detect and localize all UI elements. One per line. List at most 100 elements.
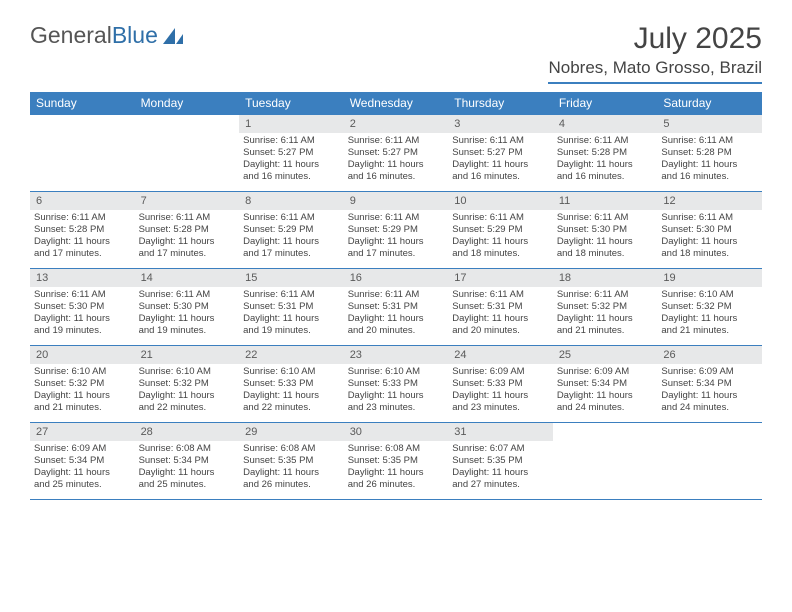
logo-text-blue: Blue — [112, 22, 158, 49]
day-number: 5 — [657, 115, 762, 133]
calendar-cell: 5Sunrise: 6:11 AMSunset: 5:28 PMDaylight… — [657, 115, 762, 192]
day-number: 26 — [657, 346, 762, 364]
calendar-cell: 26Sunrise: 6:09 AMSunset: 5:34 PMDayligh… — [657, 346, 762, 423]
calendar-cell: 30Sunrise: 6:08 AMSunset: 5:35 PMDayligh… — [344, 423, 449, 500]
calendar-cell: 17Sunrise: 6:11 AMSunset: 5:31 PMDayligh… — [448, 269, 553, 346]
logo: GeneralBlue — [30, 22, 185, 49]
calendar-table: SundayMondayTuesdayWednesdayThursdayFrid… — [30, 92, 762, 500]
calendar-week-row: 13Sunrise: 6:11 AMSunset: 5:30 PMDayligh… — [30, 269, 762, 346]
day-number: 20 — [30, 346, 135, 364]
day-number: 28 — [135, 423, 240, 441]
day-details: Sunrise: 6:10 AMSunset: 5:32 PMDaylight:… — [135, 364, 240, 422]
calendar-cell: 25Sunrise: 6:09 AMSunset: 5:34 PMDayligh… — [553, 346, 658, 423]
day-number: 9 — [344, 192, 449, 210]
day-details: Sunrise: 6:09 AMSunset: 5:33 PMDaylight:… — [448, 364, 553, 422]
day-number: 22 — [239, 346, 344, 364]
day-details: Sunrise: 6:11 AMSunset: 5:28 PMDaylight:… — [553, 133, 658, 191]
month-title: July 2025 — [548, 22, 762, 56]
logo-text-general: General — [30, 22, 112, 49]
calendar-head: SundayMondayTuesdayWednesdayThursdayFrid… — [30, 92, 762, 115]
day-number: 23 — [344, 346, 449, 364]
day-details: Sunrise: 6:08 AMSunset: 5:34 PMDaylight:… — [135, 441, 240, 499]
day-number: 19 — [657, 269, 762, 287]
calendar-cell: 0 — [30, 115, 135, 192]
day-number: 21 — [135, 346, 240, 364]
day-details: Sunrise: 6:11 AMSunset: 5:29 PMDaylight:… — [448, 210, 553, 268]
day-details: Sunrise: 6:11 AMSunset: 5:27 PMDaylight:… — [344, 133, 449, 191]
calendar-cell: 24Sunrise: 6:09 AMSunset: 5:33 PMDayligh… — [448, 346, 553, 423]
calendar-week-row: 0 0 1Sunrise: 6:11 AMSunset: 5:27 PMDayl… — [30, 115, 762, 192]
calendar-cell: 22Sunrise: 6:10 AMSunset: 5:33 PMDayligh… — [239, 346, 344, 423]
day-number: 25 — [553, 346, 658, 364]
calendar-cell: 12Sunrise: 6:11 AMSunset: 5:30 PMDayligh… — [657, 192, 762, 269]
day-number: 24 — [448, 346, 553, 364]
calendar-cell: 2Sunrise: 6:11 AMSunset: 5:27 PMDaylight… — [344, 115, 449, 192]
day-details: Sunrise: 6:11 AMSunset: 5:27 PMDaylight:… — [239, 133, 344, 191]
calendar-cell: 8Sunrise: 6:11 AMSunset: 5:29 PMDaylight… — [239, 192, 344, 269]
day-details: Sunrise: 6:08 AMSunset: 5:35 PMDaylight:… — [239, 441, 344, 499]
day-details: Sunrise: 6:07 AMSunset: 5:35 PMDaylight:… — [448, 441, 553, 499]
day-details: Sunrise: 6:11 AMSunset: 5:30 PMDaylight:… — [657, 210, 762, 268]
location-text: Nobres, Mato Grosso, Brazil — [548, 58, 762, 84]
header: GeneralBlue July 2025 Nobres, Mato Gross… — [30, 22, 762, 84]
day-details: Sunrise: 6:10 AMSunset: 5:32 PMDaylight:… — [657, 287, 762, 345]
calendar-cell: 7Sunrise: 6:11 AMSunset: 5:28 PMDaylight… — [135, 192, 240, 269]
calendar-cell: 18Sunrise: 6:11 AMSunset: 5:32 PMDayligh… — [553, 269, 658, 346]
day-details: Sunrise: 6:11 AMSunset: 5:28 PMDaylight:… — [657, 133, 762, 191]
day-number: 8 — [239, 192, 344, 210]
calendar-cell: 23Sunrise: 6:10 AMSunset: 5:33 PMDayligh… — [344, 346, 449, 423]
calendar-cell: 16Sunrise: 6:11 AMSunset: 5:31 PMDayligh… — [344, 269, 449, 346]
day-details: Sunrise: 6:10 AMSunset: 5:33 PMDaylight:… — [239, 364, 344, 422]
calendar-week-row: 27Sunrise: 6:09 AMSunset: 5:34 PMDayligh… — [30, 423, 762, 500]
day-details: Sunrise: 6:10 AMSunset: 5:32 PMDaylight:… — [30, 364, 135, 422]
calendar-cell: 11Sunrise: 6:11 AMSunset: 5:30 PMDayligh… — [553, 192, 658, 269]
calendar-cell: 1Sunrise: 6:11 AMSunset: 5:27 PMDaylight… — [239, 115, 344, 192]
day-number: 15 — [239, 269, 344, 287]
calendar-week-row: 20Sunrise: 6:10 AMSunset: 5:32 PMDayligh… — [30, 346, 762, 423]
calendar-cell: 29Sunrise: 6:08 AMSunset: 5:35 PMDayligh… — [239, 423, 344, 500]
day-number: 10 — [448, 192, 553, 210]
weekday-header: Thursday — [448, 92, 553, 115]
day-details: Sunrise: 6:11 AMSunset: 5:27 PMDaylight:… — [448, 133, 553, 191]
day-number: 12 — [657, 192, 762, 210]
day-number: 30 — [344, 423, 449, 441]
day-details: Sunrise: 6:11 AMSunset: 5:28 PMDaylight:… — [30, 210, 135, 268]
calendar-cell: 0 — [657, 423, 762, 500]
day-number: 31 — [448, 423, 553, 441]
weekday-header: Monday — [135, 92, 240, 115]
day-number: 2 — [344, 115, 449, 133]
calendar-cell: 15Sunrise: 6:11 AMSunset: 5:31 PMDayligh… — [239, 269, 344, 346]
day-number: 1 — [239, 115, 344, 133]
weekday-header: Tuesday — [239, 92, 344, 115]
day-number: 4 — [553, 115, 658, 133]
day-number: 11 — [553, 192, 658, 210]
title-block: July 2025 Nobres, Mato Grosso, Brazil — [548, 22, 762, 84]
day-details: Sunrise: 6:11 AMSunset: 5:30 PMDaylight:… — [30, 287, 135, 345]
calendar-cell: 21Sunrise: 6:10 AMSunset: 5:32 PMDayligh… — [135, 346, 240, 423]
day-number: 6 — [30, 192, 135, 210]
weekday-header: Wednesday — [344, 92, 449, 115]
day-details: Sunrise: 6:11 AMSunset: 5:32 PMDaylight:… — [553, 287, 658, 345]
calendar-week-row: 6Sunrise: 6:11 AMSunset: 5:28 PMDaylight… — [30, 192, 762, 269]
day-details: Sunrise: 6:09 AMSunset: 5:34 PMDaylight:… — [657, 364, 762, 422]
day-number: 29 — [239, 423, 344, 441]
calendar-cell: 19Sunrise: 6:10 AMSunset: 5:32 PMDayligh… — [657, 269, 762, 346]
calendar-cell: 0 — [553, 423, 658, 500]
day-number: 3 — [448, 115, 553, 133]
day-number: 18 — [553, 269, 658, 287]
day-number: 14 — [135, 269, 240, 287]
weekday-header: Friday — [553, 92, 658, 115]
day-details: Sunrise: 6:11 AMSunset: 5:31 PMDaylight:… — [344, 287, 449, 345]
calendar-cell: 10Sunrise: 6:11 AMSunset: 5:29 PMDayligh… — [448, 192, 553, 269]
day-number: 13 — [30, 269, 135, 287]
weekday-header: Saturday — [657, 92, 762, 115]
calendar-cell: 13Sunrise: 6:11 AMSunset: 5:30 PMDayligh… — [30, 269, 135, 346]
day-details: Sunrise: 6:11 AMSunset: 5:30 PMDaylight:… — [135, 287, 240, 345]
day-details: Sunrise: 6:11 AMSunset: 5:31 PMDaylight:… — [448, 287, 553, 345]
weekday-row: SundayMondayTuesdayWednesdayThursdayFrid… — [30, 92, 762, 115]
day-number: 27 — [30, 423, 135, 441]
weekday-header: Sunday — [30, 92, 135, 115]
day-number: 7 — [135, 192, 240, 210]
calendar-cell: 28Sunrise: 6:08 AMSunset: 5:34 PMDayligh… — [135, 423, 240, 500]
day-details: Sunrise: 6:08 AMSunset: 5:35 PMDaylight:… — [344, 441, 449, 499]
